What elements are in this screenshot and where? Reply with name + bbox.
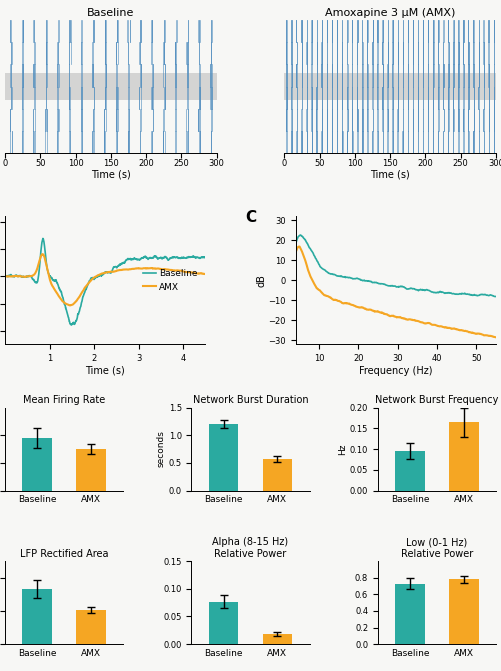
Bar — [23, 438, 52, 491]
Bar — [395, 451, 425, 491]
Title: Amoxapine 3 μM (AMX): Amoxapine 3 μM (AMX) — [325, 8, 455, 18]
Baseline — [140, 254, 146, 262]
Bar — [209, 601, 238, 644]
Bar — [285, 73, 496, 100]
Bar — [5, 73, 216, 100]
AMX — [84, 282, 90, 290]
AMX — [162, 265, 168, 273]
Y-axis label: seconds: seconds — [157, 431, 166, 468]
Bar — [395, 584, 425, 644]
Baseline — [91, 274, 97, 282]
AMX — [159, 265, 165, 273]
Y-axis label: Hz: Hz — [338, 444, 347, 455]
Baseline — [2, 272, 8, 280]
Baseline — [162, 253, 168, 261]
Y-axis label: dB: dB — [257, 274, 267, 287]
Bar — [263, 634, 292, 644]
X-axis label: Time (s): Time (s) — [91, 170, 131, 180]
Title: Alpha (8-15 Hz)
Relative Power: Alpha (8-15 Hz) Relative Power — [212, 537, 289, 559]
Baseline — [84, 284, 90, 292]
Line: AMX: AMX — [5, 254, 205, 305]
Title: Network Burst Frequency: Network Burst Frequency — [375, 395, 498, 405]
Line: Baseline: Baseline — [5, 238, 205, 325]
Bar — [76, 610, 106, 644]
Title: Baseline: Baseline — [87, 8, 134, 18]
Bar — [23, 589, 52, 644]
Baseline — [68, 321, 74, 329]
AMX — [140, 264, 146, 272]
Text: C: C — [245, 210, 257, 225]
Bar — [76, 449, 106, 491]
X-axis label: Frequency (Hz): Frequency (Hz) — [359, 366, 432, 376]
Baseline — [202, 253, 208, 261]
Baseline — [40, 234, 46, 242]
Title: LFP Rectified Area: LFP Rectified Area — [20, 549, 108, 559]
AMX — [67, 301, 73, 309]
X-axis label: Time (s): Time (s) — [370, 170, 410, 180]
AMX — [2, 272, 8, 280]
AMX — [202, 270, 208, 278]
Title: Network Burst Duration: Network Burst Duration — [193, 395, 308, 405]
X-axis label: Time (s): Time (s) — [85, 366, 125, 376]
Title: Low (0-1 Hz)
Relative Power: Low (0-1 Hz) Relative Power — [401, 537, 473, 559]
AMX — [23, 272, 29, 280]
Bar — [449, 579, 478, 644]
Legend: Baseline, AMX: Baseline, AMX — [139, 266, 201, 295]
Baseline — [159, 254, 165, 262]
Title: Mean Firing Rate: Mean Firing Rate — [23, 395, 105, 405]
Bar — [263, 459, 292, 491]
Bar — [449, 422, 478, 491]
Bar — [209, 424, 238, 491]
AMX — [40, 250, 46, 258]
Baseline — [23, 273, 29, 281]
AMX — [91, 274, 97, 282]
